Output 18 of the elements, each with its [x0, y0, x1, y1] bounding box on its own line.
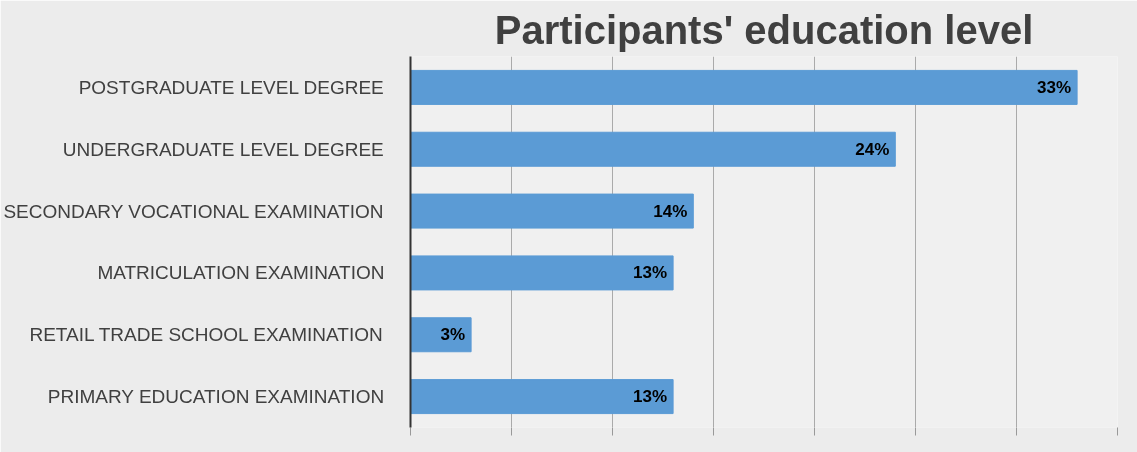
- y-tick-label: POSTGRADUATE LEVEL DEGREE: [78, 76, 384, 98]
- data-label: 33%: [1037, 77, 1072, 97]
- data-label: 13%: [633, 387, 668, 407]
- data-label: 13%: [633, 263, 668, 283]
- chart-title: Participants' education level: [494, 7, 1034, 52]
- data-label: 3%: [440, 325, 466, 345]
- y-tick-label: UNDERGRADUATE LEVEL DEGREE: [62, 138, 384, 160]
- y-tick-label: MATRICULATION EXAMINATION: [97, 262, 385, 284]
- bar: [410, 131, 896, 167]
- y-tick-label: PRIMARY EDUCATION EXAMINATION: [47, 386, 385, 408]
- y-tick-label: RETAIL TRADE SCHOOL EXAMINATION: [29, 324, 383, 346]
- data-label: 14%: [653, 201, 688, 221]
- bar: [410, 69, 1078, 105]
- bar: [410, 379, 674, 415]
- y-tick-label: SECONDARY VOCATIONAL EXAMINATION: [3, 200, 384, 222]
- data-label: 24%: [855, 139, 890, 159]
- bar: [410, 255, 674, 291]
- bar: [410, 193, 694, 229]
